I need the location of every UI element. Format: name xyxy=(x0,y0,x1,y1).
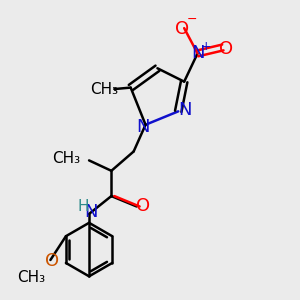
Text: CH₃: CH₃ xyxy=(17,270,45,285)
Text: N: N xyxy=(136,118,150,136)
Text: N: N xyxy=(178,101,191,119)
Text: N: N xyxy=(85,202,98,220)
Text: O: O xyxy=(136,197,150,215)
Text: O: O xyxy=(45,252,59,270)
Text: +: + xyxy=(200,40,211,53)
Text: N: N xyxy=(191,44,204,62)
Text: CH₃: CH₃ xyxy=(52,151,80,166)
Text: CH₃: CH₃ xyxy=(90,82,118,97)
Text: O: O xyxy=(219,40,233,58)
Text: −: − xyxy=(186,13,197,26)
Text: H: H xyxy=(78,199,89,214)
Text: O: O xyxy=(175,20,189,38)
